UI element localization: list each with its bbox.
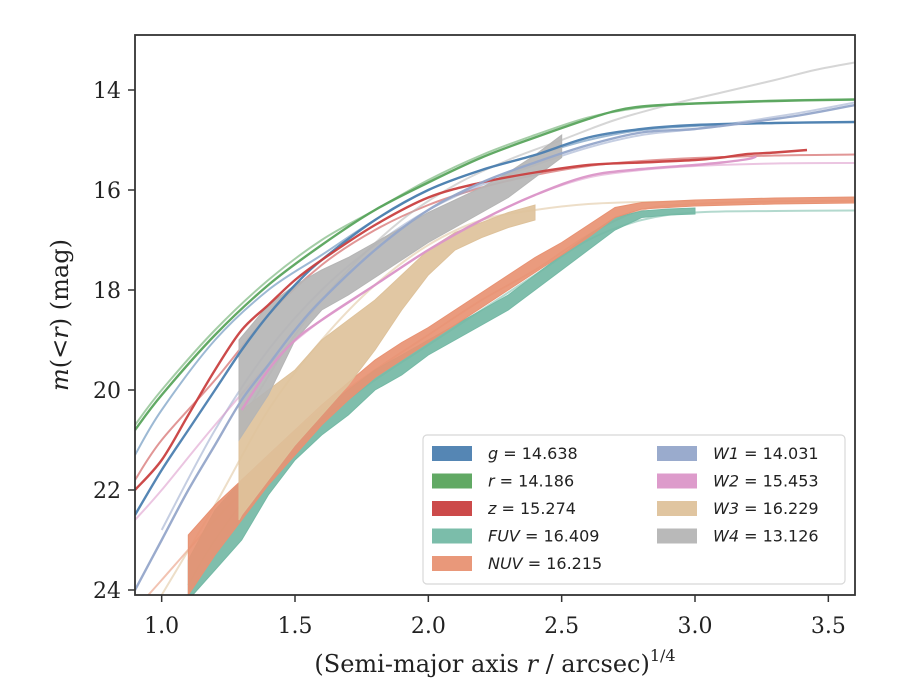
legend-item-w4: W4 = 13.126: [657, 527, 819, 546]
x-tick-label: 3.0: [678, 614, 713, 639]
profile-curve-z: [135, 148, 808, 491]
x-tick-label: 2.0: [411, 614, 446, 639]
x-axis-title-exponent: 1/4: [650, 646, 676, 665]
profile-curve-r: [135, 98, 855, 431]
legend-label: FUV = 16.409: [488, 527, 599, 546]
y-tick-label: 16: [93, 179, 121, 204]
legend-item-w2: W2 = 15.453: [657, 472, 819, 491]
legend-item-w1: W1 = 14.031: [657, 444, 819, 463]
profile-curve-w1: [135, 103, 855, 591]
legend-swatch: [657, 473, 697, 489]
y-tick-label: 14: [93, 79, 121, 104]
x-axis: 1.0 1.5 2.0 2.5 3.0 3.5: [144, 595, 846, 639]
x-tick-label: 3.5: [811, 614, 846, 639]
y-tick-label: 24: [93, 579, 121, 604]
legend-swatch: [657, 528, 697, 544]
y-axis-title-lt: <: [46, 339, 74, 359]
plot-area: [135, 61, 855, 595]
x-tick-label: 2.5: [544, 614, 579, 639]
legend-label: W3 = 16.229: [713, 499, 819, 518]
legend-label: W1 = 14.031: [713, 444, 819, 463]
legend: g = 14.638 r = 14.186 z = 15.274 FUV = 16.4…: [422, 434, 846, 585]
legend-label: z = 15.274: [487, 499, 576, 518]
y-tick-label: 18: [93, 279, 121, 304]
legend-swatch: [657, 501, 697, 516]
x-axis-title: (Semi-major axis r / arcsec)1/4: [314, 646, 675, 678]
legend-label: W4 = 13.126: [713, 527, 819, 546]
band-nuv: [187, 196, 855, 595]
y-tick-label: 22: [93, 479, 121, 504]
y-tick-label: 20: [93, 379, 121, 404]
y-axis-title-m: m: [46, 368, 74, 391]
legend-swatch: [657, 446, 697, 461]
legend-swatch: [432, 446, 472, 461]
band-w3: [238, 204, 536, 521]
legend-item-nuv: NUV = 16.215: [432, 554, 602, 573]
legend-label: g = 14.638: [488, 444, 578, 463]
y-axis-title: m(<r) (mag): [46, 239, 74, 391]
legend-label: W2 = 15.453: [713, 472, 819, 491]
legend-item-fuv: FUV = 16.409: [432, 527, 599, 546]
y-axis-title-open: (: [46, 359, 74, 368]
legend-item-z: z = 15.274: [432, 499, 576, 518]
legend-label: NUV = 16.215: [488, 554, 602, 573]
legend-box: [422, 434, 846, 585]
x-tick-label: 1.5: [278, 614, 313, 639]
legend-swatch: [432, 473, 472, 489]
legend-swatch: [432, 501, 472, 516]
band-w4: [238, 134, 563, 442]
model-curve-w3: [160, 200, 696, 595]
y-axis-title-unit: (mag): [46, 239, 74, 318]
x-axis-title-prefix: (Semi-major axis: [314, 650, 526, 678]
profile-curve-g: [135, 120, 855, 516]
y-axis: 14 16 18 20 22 24: [93, 79, 135, 604]
x-tick-label: 1.0: [144, 614, 179, 639]
x-axis-title-var: r: [526, 650, 539, 678]
y-axis-title-r: r: [46, 326, 74, 339]
legend-item-r: r = 14.186: [432, 472, 574, 491]
legend-item-w3: W3 = 16.229: [657, 499, 819, 518]
x-axis-title-middle: / arcsec): [538, 650, 650, 678]
y-axis-title-close: ): [46, 318, 74, 327]
legend-item-g: g = 14.638: [432, 444, 578, 463]
legend-swatch: [432, 556, 472, 571]
plot-frame: [134, 34, 856, 596]
legend-swatch: [432, 528, 472, 544]
legend-label: r = 14.186: [488, 472, 574, 491]
profile-curve-w2: [240, 155, 757, 411]
